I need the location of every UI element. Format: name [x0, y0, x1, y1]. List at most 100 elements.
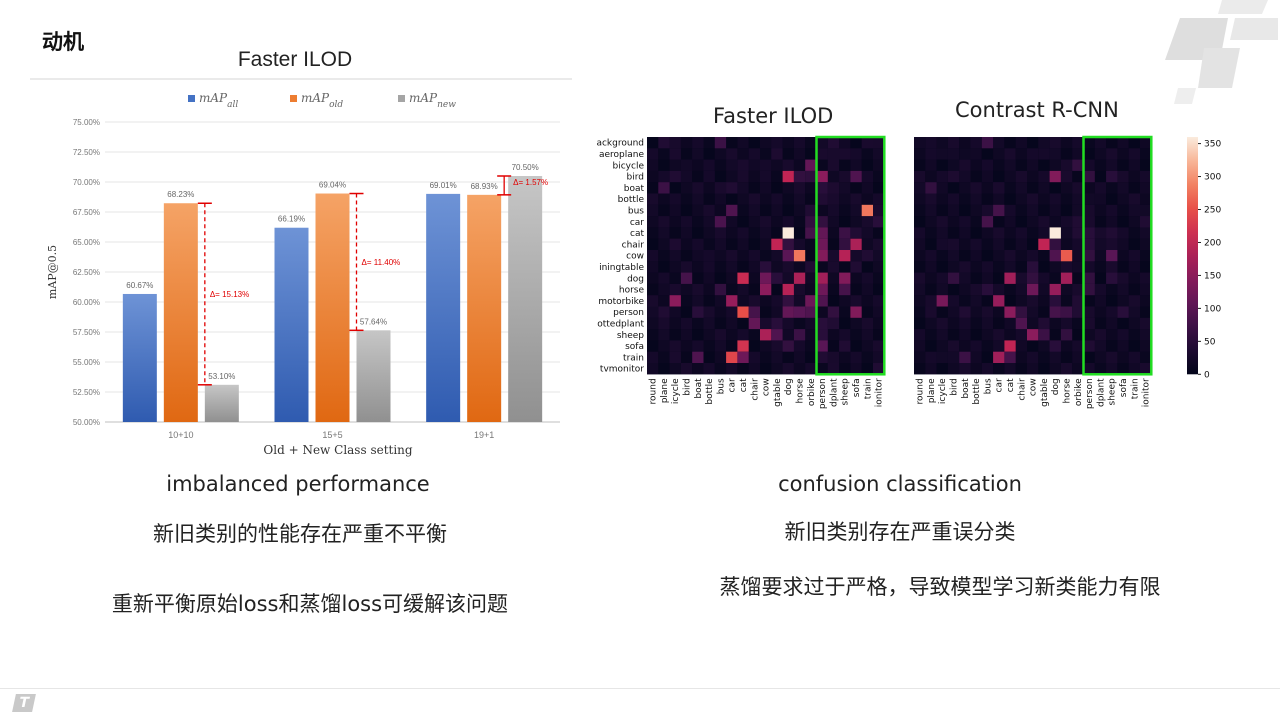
heatmap-cell — [1027, 193, 1039, 205]
heatmap-cell-highlight — [1049, 250, 1061, 262]
heatmap-cell — [947, 137, 960, 149]
heatmap-cell — [959, 250, 971, 262]
heatmap-cell — [925, 148, 937, 160]
heatmap-cell — [1117, 137, 1129, 149]
heatmap-cell-highlight — [850, 238, 862, 250]
heatmap-col-label: gtable — [1040, 378, 1050, 407]
heatmap-cell — [1072, 148, 1084, 160]
heatmap-cell — [669, 340, 681, 352]
heatmap-col-label: dog — [784, 378, 794, 395]
heatmap-cell — [771, 204, 783, 217]
heatmap-cell — [703, 182, 715, 194]
left-caption-en: imbalanced performance — [166, 472, 430, 496]
heatmap-cell-highlight — [771, 137, 783, 149]
heatmap-cell — [1049, 317, 1061, 330]
heatmap-cell — [726, 317, 738, 330]
heatmap-cell-highlight — [1140, 204, 1152, 217]
heatmap-col-label: chair — [1017, 378, 1027, 401]
heatmap-cell — [1015, 216, 1027, 228]
heatmap-cell — [726, 363, 738, 375]
heatmap-cell — [914, 159, 926, 171]
heatmap-cell — [981, 329, 994, 341]
bar-mAP_new-15+5 — [356, 330, 391, 422]
bar-value-label: 69.04% — [319, 181, 346, 190]
heatmap-cell — [1060, 148, 1073, 160]
heatmap-cell — [680, 261, 693, 273]
heatmap-cell-highlight — [805, 261, 817, 273]
heatmap-col-label: plane — [927, 378, 937, 403]
heatmap-cell — [793, 295, 806, 307]
heatmap-cell — [692, 216, 704, 228]
heatmap-cell — [737, 261, 749, 273]
heatmap-cell — [714, 170, 727, 183]
right-caption-en: confusion classification — [778, 472, 1022, 496]
heatmap-cell-highlight — [1106, 238, 1118, 250]
heatmap-cell — [1049, 182, 1061, 194]
heatmap-row-label: motorbike — [598, 297, 644, 307]
heatmap-cell — [1038, 204, 1050, 217]
heatmap-cell — [816, 204, 828, 217]
heatmap-cell — [1038, 306, 1050, 318]
heatmap-cell — [658, 250, 670, 262]
heatmap-cell-highlight — [793, 306, 806, 318]
heatmap-cell — [692, 317, 704, 330]
heatmap-cell — [981, 148, 994, 160]
heatmap-cell-highlight — [816, 250, 828, 262]
colorbar-tick-label: 100 — [1204, 304, 1221, 314]
heatmap-cell — [1015, 148, 1027, 160]
heatmap-cell — [737, 227, 749, 239]
colorbar-tick-label: 50 — [1204, 337, 1216, 347]
heatmap-cell-highlight — [793, 250, 806, 262]
heatmap-cell-highlight — [1060, 306, 1073, 318]
heatmap-cell — [914, 272, 926, 284]
heatmap-cell-highlight — [816, 148, 828, 160]
heatmap-cell — [1140, 340, 1152, 352]
heatmap-cell — [947, 227, 960, 239]
heatmap-cell — [1072, 363, 1084, 375]
heatmap-cell-highlight — [827, 363, 840, 375]
heatmap-cell — [692, 272, 704, 284]
heatmap-cell — [1094, 182, 1107, 194]
heatmap-cell-highlight — [669, 295, 681, 307]
y-tick-label: 75.00% — [73, 118, 100, 127]
heatmap-cell-highlight — [1049, 283, 1061, 296]
heatmap-cell — [1106, 148, 1118, 160]
heatmap-cell-highlight — [816, 295, 828, 307]
heatmap-cell — [925, 295, 937, 307]
heatmap-cell-highlight — [816, 182, 828, 194]
heatmap-cell-highlight — [981, 216, 994, 228]
heatmap-cell — [970, 295, 982, 307]
heatmap-cell-highlight — [993, 182, 1005, 194]
heatmap-cell-highlight — [1072, 159, 1084, 171]
heatmap-cell — [737, 148, 749, 160]
heatmap-cell — [1015, 238, 1027, 250]
heatmap-cell — [726, 170, 738, 183]
heatmap-cell — [1140, 159, 1152, 171]
heatmap-cell — [925, 193, 937, 205]
heatmap-col-label: bird — [950, 378, 960, 395]
legend-swatch-mAP_old — [290, 95, 297, 102]
heatmap-cell-highlight — [782, 238, 794, 250]
heatmap-cell-highlight — [737, 306, 749, 318]
heatmap-cell — [703, 363, 715, 375]
heatmap-cell — [737, 317, 749, 330]
heatmap-cell-highlight — [839, 238, 851, 250]
heatmap-cell-highlight — [1072, 261, 1084, 273]
heatmap-cell — [669, 329, 681, 341]
heatmap-cell — [726, 340, 738, 352]
heatmap-cell — [1072, 238, 1084, 250]
heatmap-cell — [737, 193, 749, 205]
heatmap-cell — [1038, 351, 1050, 363]
y-tick-label: 57.50% — [73, 328, 100, 337]
heatmap-cell — [647, 317, 659, 330]
heatmap-col-label: dog — [1051, 378, 1061, 395]
heatmap-cell — [1117, 170, 1129, 183]
heatmap-cell — [816, 306, 828, 318]
heatmap-cell — [914, 227, 926, 239]
heatmap-cell-highlight — [1117, 306, 1129, 318]
heatmap-row-label: bus — [628, 206, 644, 216]
heatmap-cell — [771, 306, 783, 318]
heatmap-cell-highlight — [669, 351, 681, 363]
heatmap-cell-highlight — [1049, 295, 1061, 307]
heatmap-cell-highlight — [816, 317, 828, 330]
